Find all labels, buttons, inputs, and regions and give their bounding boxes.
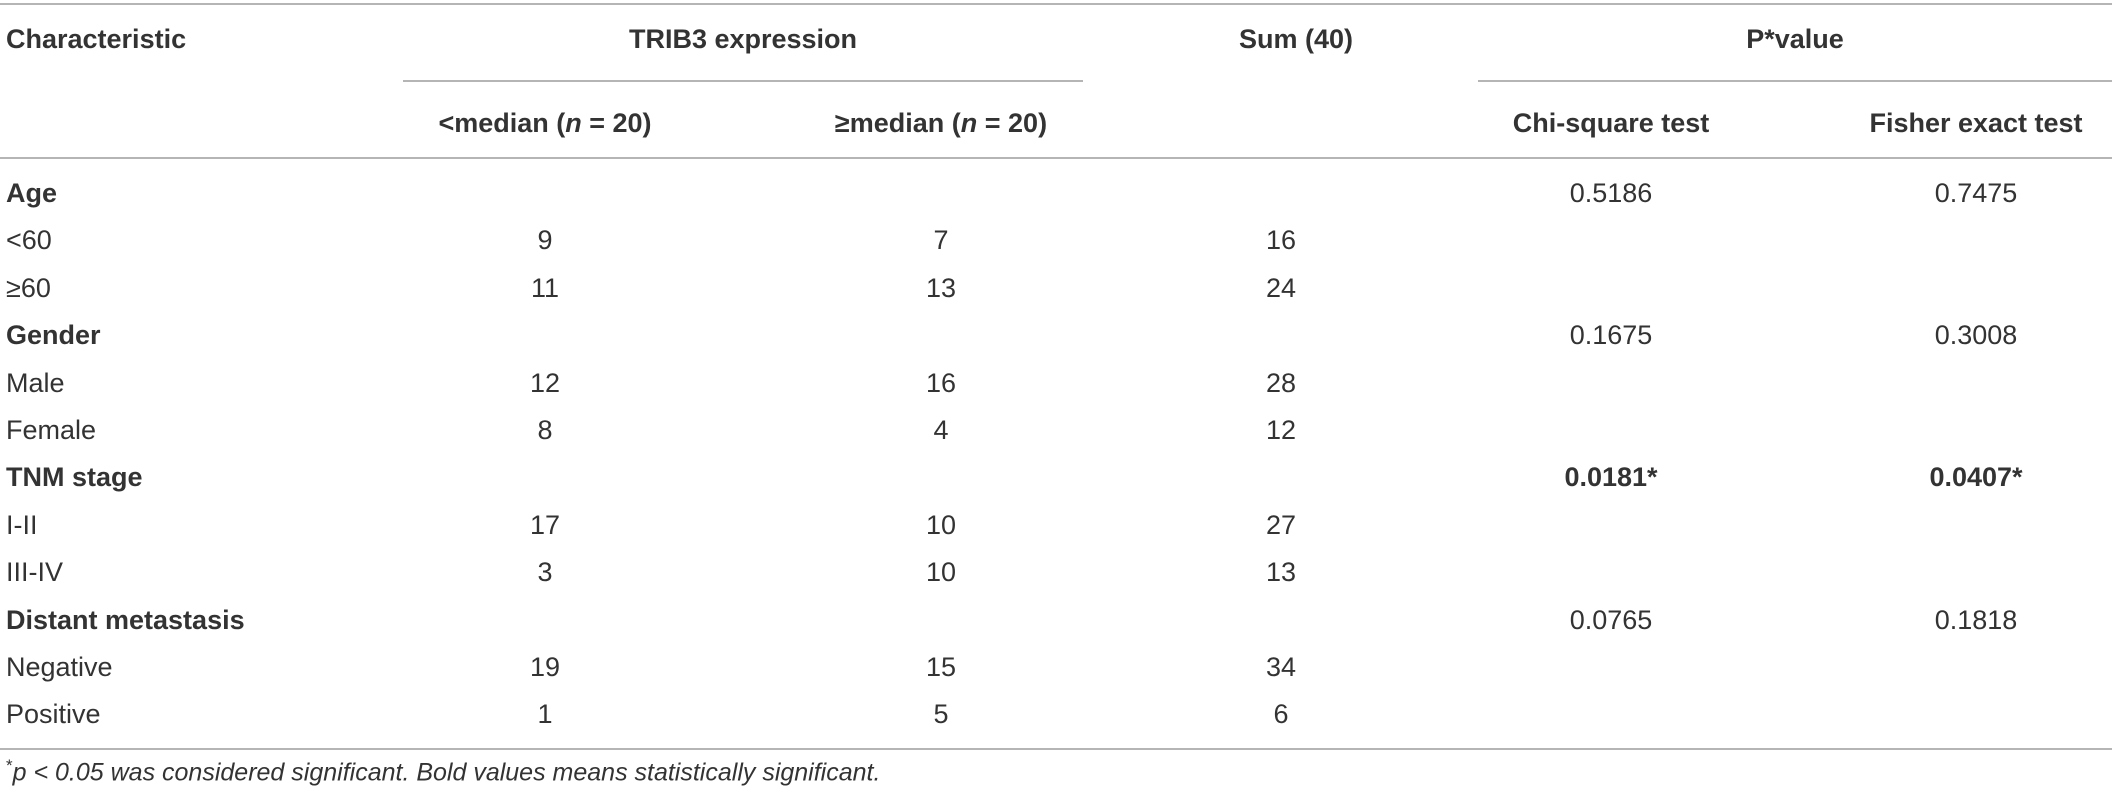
- row-8-sum-cell: 13: [1265, 557, 1297, 587]
- pvalue-subheader-rule: [1478, 80, 2112, 82]
- row-5-low-cell: 8: [537, 415, 553, 445]
- row-3-label-cell: Gender: [6, 320, 101, 350]
- table-bottom-rule: [0, 748, 2112, 750]
- row-6-chi-cell: 0.0181*: [1564, 462, 1658, 492]
- footnote-text: p < 0.05 was considered significant. Bol…: [12, 758, 881, 787]
- row-8-low-cell: 3: [537, 557, 553, 587]
- below-median-prefix: <median (: [438, 108, 566, 138]
- top-rule: [0, 3, 2112, 5]
- row-3-chi-cell: 0.1675: [1569, 320, 1653, 350]
- header-pvalue: P*value: [1746, 24, 1844, 54]
- row-6-fisher-cell: 0.0407*: [1929, 462, 2023, 492]
- row-7-sum-cell: 27: [1265, 510, 1297, 540]
- row-7-high-cell: 10: [925, 510, 957, 540]
- row-11-sum-cell: 6: [1273, 699, 1289, 729]
- row-7-label-cell: I-II: [6, 510, 38, 540]
- row-7-low-cell: 17: [529, 510, 561, 540]
- row-4-label-cell: Male: [6, 368, 65, 398]
- row-2-low-cell: 11: [530, 273, 560, 303]
- row-2-label-cell: ≥60: [6, 273, 51, 303]
- row-8-label-cell: III-IV: [6, 557, 64, 587]
- row-6-label-cell: TNM stage: [6, 462, 143, 492]
- header-sum: Sum (40): [1238, 24, 1354, 54]
- header-fisher: Fisher exact test: [1869, 108, 2083, 138]
- above-median-suffix: = 20): [977, 108, 1048, 138]
- above-median-prefix: ≥median (: [834, 108, 961, 138]
- row-9-label-cell: Distant metastasis: [6, 605, 245, 635]
- footnote-star: *: [6, 756, 13, 775]
- row-3-fisher-cell: 0.3008: [1934, 320, 2018, 350]
- above-median-n: n: [960, 108, 978, 138]
- row-9-chi-cell: 0.0765: [1569, 605, 1653, 635]
- trib3-subheader-rule: [403, 80, 1083, 82]
- row-10-low-cell: 19: [529, 652, 561, 682]
- header-characteristic: Characteristic: [6, 24, 187, 54]
- row-4-high-cell: 16: [925, 368, 957, 398]
- row-10-label-cell: Negative: [6, 652, 113, 682]
- row-1-sum-cell: 16: [1265, 225, 1297, 255]
- row-1-label-cell: <60: [6, 225, 52, 255]
- header-bottom-rule: [0, 157, 2112, 159]
- header-below-median: <median (n = 20): [438, 106, 651, 140]
- row-11-high-cell: 5: [933, 699, 949, 729]
- row-11-label-cell: Positive: [6, 699, 101, 729]
- row-10-sum-cell: 34: [1265, 652, 1297, 682]
- below-median-suffix: = 20): [581, 108, 652, 138]
- row-9-fisher-cell: 0.1818: [1934, 605, 2018, 635]
- row-5-label-cell: Female: [6, 415, 97, 445]
- header-above-median: ≥median (n = 20): [835, 106, 1047, 140]
- footnote: *p < 0.05 was considered significant. Bo…: [6, 756, 880, 787]
- row-8-high-cell: 10: [925, 557, 957, 587]
- row-11-low-cell: 1: [537, 699, 553, 729]
- header-chi-square: Chi-square test: [1512, 108, 1710, 138]
- row-10-high-cell: 15: [925, 652, 957, 682]
- row-5-sum-cell: 12: [1265, 415, 1297, 445]
- row-1-low-cell: 9: [537, 225, 553, 255]
- row-4-low-cell: 12: [529, 368, 561, 398]
- header-trib3-expression: TRIB3 expression: [628, 24, 858, 54]
- row-4-sum-cell: 28: [1265, 368, 1297, 398]
- below-median-n: n: [565, 108, 582, 138]
- row-0-fisher-cell: 0.7475: [1934, 178, 2018, 208]
- row-0-label-cell: Age: [6, 178, 58, 208]
- row-5-high-cell: 4: [933, 415, 949, 445]
- row-2-high-cell: 13: [925, 273, 957, 303]
- row-2-sum-cell: 24: [1265, 273, 1297, 303]
- row-0-chi-cell: 0.5186: [1569, 178, 1653, 208]
- row-1-high-cell: 7: [933, 225, 949, 255]
